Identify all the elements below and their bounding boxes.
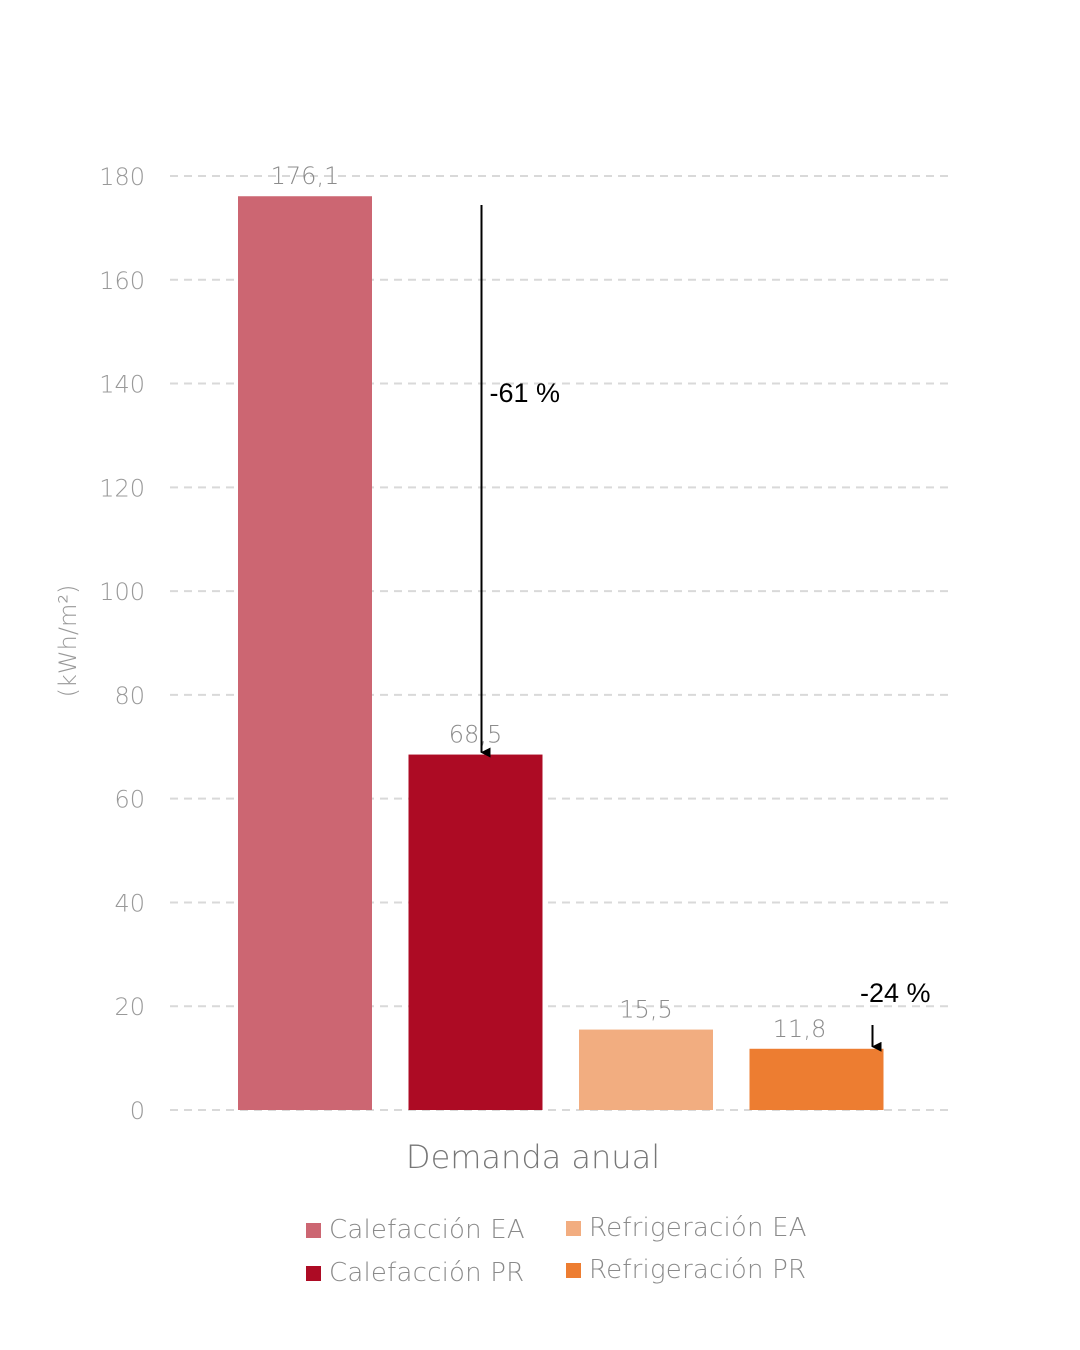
y-axis-ticks: 0 20 40 60 80 100 120 140 160 180 [99,163,145,1125]
bar [579,1029,713,1110]
y-tick-label: 40 [114,889,145,917]
bar-value-labels: 176,1 68,5 15,5 11,8 [271,162,827,1043]
y-tick-label: 0 [130,1097,145,1125]
bar-chart: 0 20 40 60 80 100 120 140 160 180 (kWh/m²) 176,1 6… [54,162,952,1176]
legend-item: Calefacción PR [306,1253,524,1293]
y-tick-label: 120 [99,474,145,502]
bar-value-label: 15,5 [619,996,672,1024]
legend-label: Calefacción EA [329,1215,525,1245]
legend-swatch [306,1222,321,1238]
annotations: -61 % -24 % [480,205,931,1052]
y-tick-label: 140 [99,371,145,399]
y-tick-label: 160 [99,267,145,295]
legend-swatch [566,1262,581,1278]
legend-swatch [306,1265,321,1281]
y-axis-label: (kWh/m²) [54,585,82,698]
y-tick-label: 100 [99,578,145,606]
legend-swatch [566,1220,581,1236]
legend-item: Refrigeración EA [566,1208,807,1248]
legend-item: Calefacción EA [306,1210,525,1250]
y-tick-label: 180 [99,163,145,191]
legend: Calefacción EA Refrigeración EA Calefacc… [306,1208,826,1298]
reduction-annotation: -61 % [490,378,561,408]
bar-value-label: 176,1 [271,162,340,190]
y-tick-label: 60 [114,786,145,814]
y-tick-label: 20 [114,993,145,1021]
legend-label: Refrigeración EA [589,1213,807,1243]
y-tick-label: 80 [114,682,145,710]
bar-value-label: 11,8 [773,1015,826,1043]
bar [238,196,372,1110]
legend-item: Refrigeración PR [566,1250,806,1290]
legend-label: Calefacción PR [329,1258,525,1288]
x-axis-label: Demanda anual [406,1138,660,1176]
bars [238,196,884,1110]
reduction-annotation: -24 % [860,978,931,1008]
legend-label: Refrigeración PR [589,1255,807,1285]
bar [408,754,543,1110]
bar [749,1048,884,1110]
bar-value-label: 68,5 [449,721,502,749]
